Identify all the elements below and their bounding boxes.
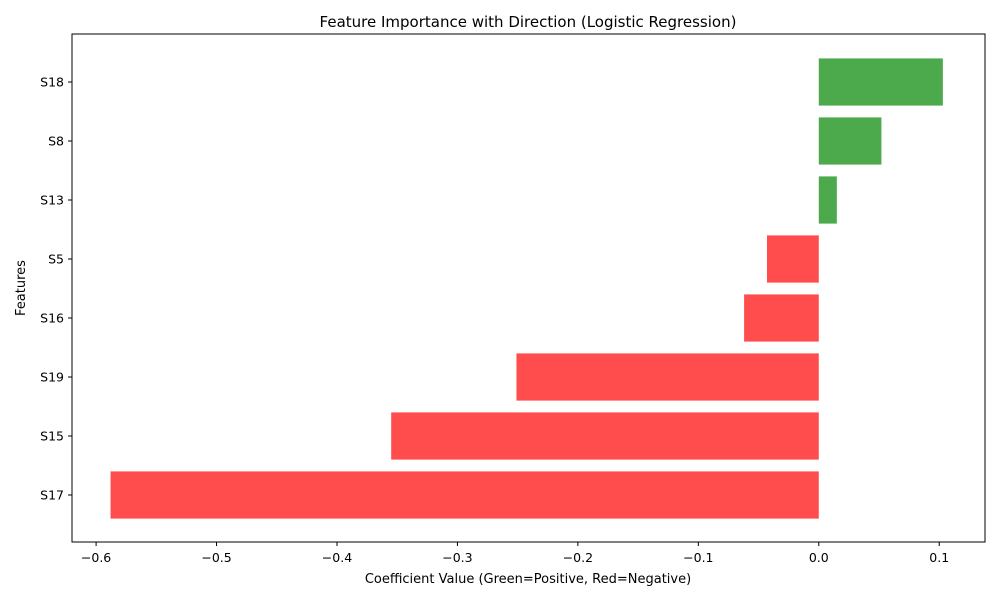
bar-s19 bbox=[516, 353, 819, 401]
x-tick-label: −0.5 bbox=[201, 550, 231, 565]
x-ticks-group: −0.6 −0.5 −0.4 −0.3 −0.2 −0.1 0.0 0.1 bbox=[81, 542, 949, 565]
bar-s18 bbox=[818, 58, 943, 106]
bar-s5 bbox=[766, 235, 819, 283]
x-tick-label: −0.1 bbox=[683, 550, 713, 565]
x-axis-label: Coefficient Value (Green=Positive, Red=N… bbox=[365, 572, 691, 587]
x-tick-label: 0.1 bbox=[929, 550, 949, 565]
bar-s15 bbox=[391, 412, 819, 460]
x-tick-label: 0.0 bbox=[809, 550, 829, 565]
bar-s16 bbox=[744, 294, 819, 342]
x-tick-label: −0.2 bbox=[563, 550, 593, 565]
x-tick-label: −0.3 bbox=[442, 550, 472, 565]
chart-title: Feature Importance with Direction (Logis… bbox=[320, 13, 737, 31]
y-tick-label: S19 bbox=[40, 370, 64, 385]
y-axis-label: Features bbox=[14, 260, 29, 316]
x-tick-label: −0.4 bbox=[322, 550, 352, 565]
bar-s17 bbox=[110, 471, 819, 519]
bar-s8 bbox=[818, 117, 882, 165]
bar-s13 bbox=[818, 176, 837, 224]
bars-group bbox=[110, 58, 943, 519]
y-tick-label: S13 bbox=[40, 193, 64, 208]
y-tick-label: S17 bbox=[40, 488, 64, 503]
plot-frame bbox=[71, 33, 986, 543]
y-ticks-group: S18 S8 S13 S5 S16 S19 S15 S17 bbox=[40, 75, 72, 503]
y-tick-label: S15 bbox=[40, 429, 64, 444]
y-tick-label: S18 bbox=[40, 75, 64, 90]
y-tick-label: S16 bbox=[40, 311, 64, 326]
y-tick-label: S5 bbox=[48, 252, 64, 267]
x-tick-label: −0.6 bbox=[81, 550, 111, 565]
y-tick-label: S8 bbox=[48, 134, 64, 149]
